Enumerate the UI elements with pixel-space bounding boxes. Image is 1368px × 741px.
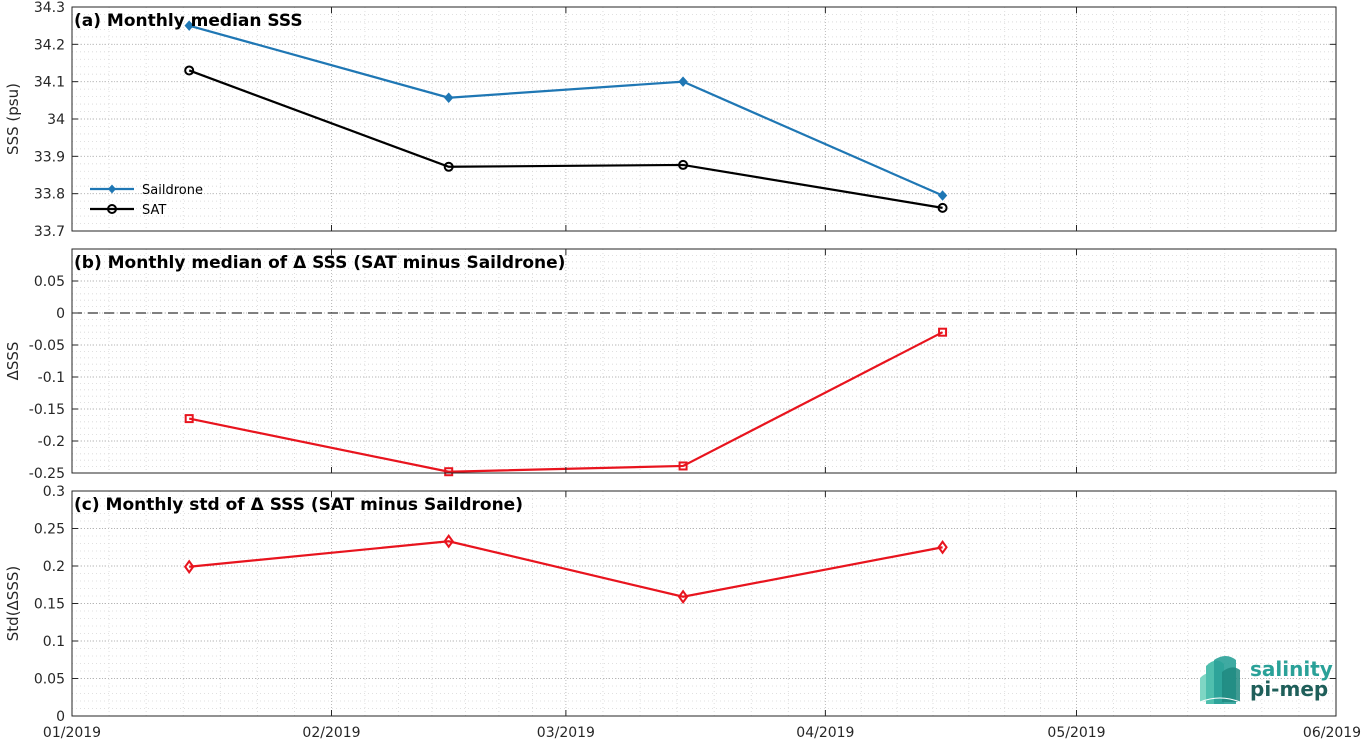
y-tick-label: 0.25 (34, 522, 65, 538)
y-tick-label: 33.8 (34, 187, 65, 203)
y-tick-label: 34.2 (34, 37, 65, 53)
logo-line2: pi-mep (1250, 677, 1328, 701)
legend: Saildrone SAT (90, 183, 203, 218)
data-point (444, 92, 454, 103)
data-point (184, 20, 194, 31)
x-tick-label: 01/2019 (43, 725, 101, 741)
axes-frame (71, 248, 1337, 474)
data-point (678, 461, 688, 471)
panel-a: 33.7 33.8 33.9 34 34.1 34.2 34.3 (a) Monthly me… (4, 0, 1337, 240)
y-axis-label: Std(ΔSSS) (4, 566, 22, 641)
x-tick-label: 06/2019 (1303, 725, 1361, 741)
y-tick-label: 0 (56, 306, 65, 322)
panel-title: (b) Monthly median of Δ SSS (SAT minus S… (74, 253, 565, 273)
y-tick-label: -0.2 (38, 434, 65, 450)
plot-area (72, 249, 1336, 473)
data-point (937, 202, 948, 213)
y-tick-label: 0.15 (34, 597, 65, 613)
series-line (189, 540, 943, 598)
x-tick-label: 05/2019 (1047, 725, 1105, 741)
y-tick-label: 34.1 (34, 75, 65, 91)
data-point (937, 190, 948, 201)
x-tick-label: 03/2019 (537, 725, 595, 741)
y-tick-label: 0.05 (34, 672, 65, 688)
y-tick-label: 33.9 (34, 149, 65, 165)
legend-marker (107, 204, 117, 214)
x-tick-labels: 01/2019 02/2019 03/2019 04/2019 05/2019 … (43, 725, 1361, 741)
data-point (183, 559, 195, 574)
y-tick-label: -0.05 (29, 338, 65, 354)
logo-line1: salinity (1250, 657, 1333, 681)
y-tick-label: 0 (56, 709, 65, 725)
y-tick-label: -0.15 (29, 402, 65, 418)
y-tick-label: 0.1 (43, 634, 65, 650)
y-tick-label: -0.1 (38, 370, 65, 386)
legend-marker (108, 184, 116, 194)
y-tick-label: 34.3 (34, 0, 65, 16)
legend-label: Saildrone (142, 183, 203, 198)
data-point (184, 65, 195, 76)
x-tick-label: 02/2019 (302, 725, 360, 741)
data-point (937, 540, 948, 555)
salinity-pimep-logo: salinity pi-mep (1199, 656, 1333, 704)
series-line (188, 69, 943, 209)
data-point (443, 161, 454, 172)
panels: 33.7 33.8 33.9 34 34.1 34.2 34.3 (a) Monthly me… (4, 0, 1337, 725)
panel-b: -0.25 -0.2 -0.15 -0.1 -0.05 0 0.05 (b) Monthly … (4, 248, 1337, 482)
panel-title: (c) Monthly std of Δ SSS (SAT minus Sail… (74, 495, 523, 515)
panel-title: (a) Monthly median SSS (74, 11, 303, 31)
y-tick-label: 0.05 (34, 274, 65, 290)
y-tick-label: -0.25 (29, 466, 65, 482)
data-point (443, 534, 454, 549)
data-point (938, 327, 948, 337)
y-tick-label: 33.7 (34, 224, 65, 240)
data-point (677, 589, 689, 604)
y-tick-label: 34 (47, 112, 65, 128)
y-axis-label: SSS (psu) (4, 83, 22, 155)
y-tick-label: 0.2 (43, 559, 65, 575)
panel-c: 0 0.05 0.1 0.15 0.2 0.25 0.3 (c) Monthly std of… (4, 484, 1337, 725)
series-line (188, 24, 944, 197)
data-point (444, 467, 454, 477)
legend-label: SAT (142, 203, 166, 218)
data-point (184, 414, 194, 424)
x-tick-label: 04/2019 (796, 725, 854, 741)
y-tick-label: 0.3 (43, 484, 65, 500)
data-point (678, 159, 689, 170)
waves-icon (1199, 656, 1241, 704)
y-axis-label: ΔSSS (4, 342, 22, 381)
data-point (678, 76, 688, 87)
